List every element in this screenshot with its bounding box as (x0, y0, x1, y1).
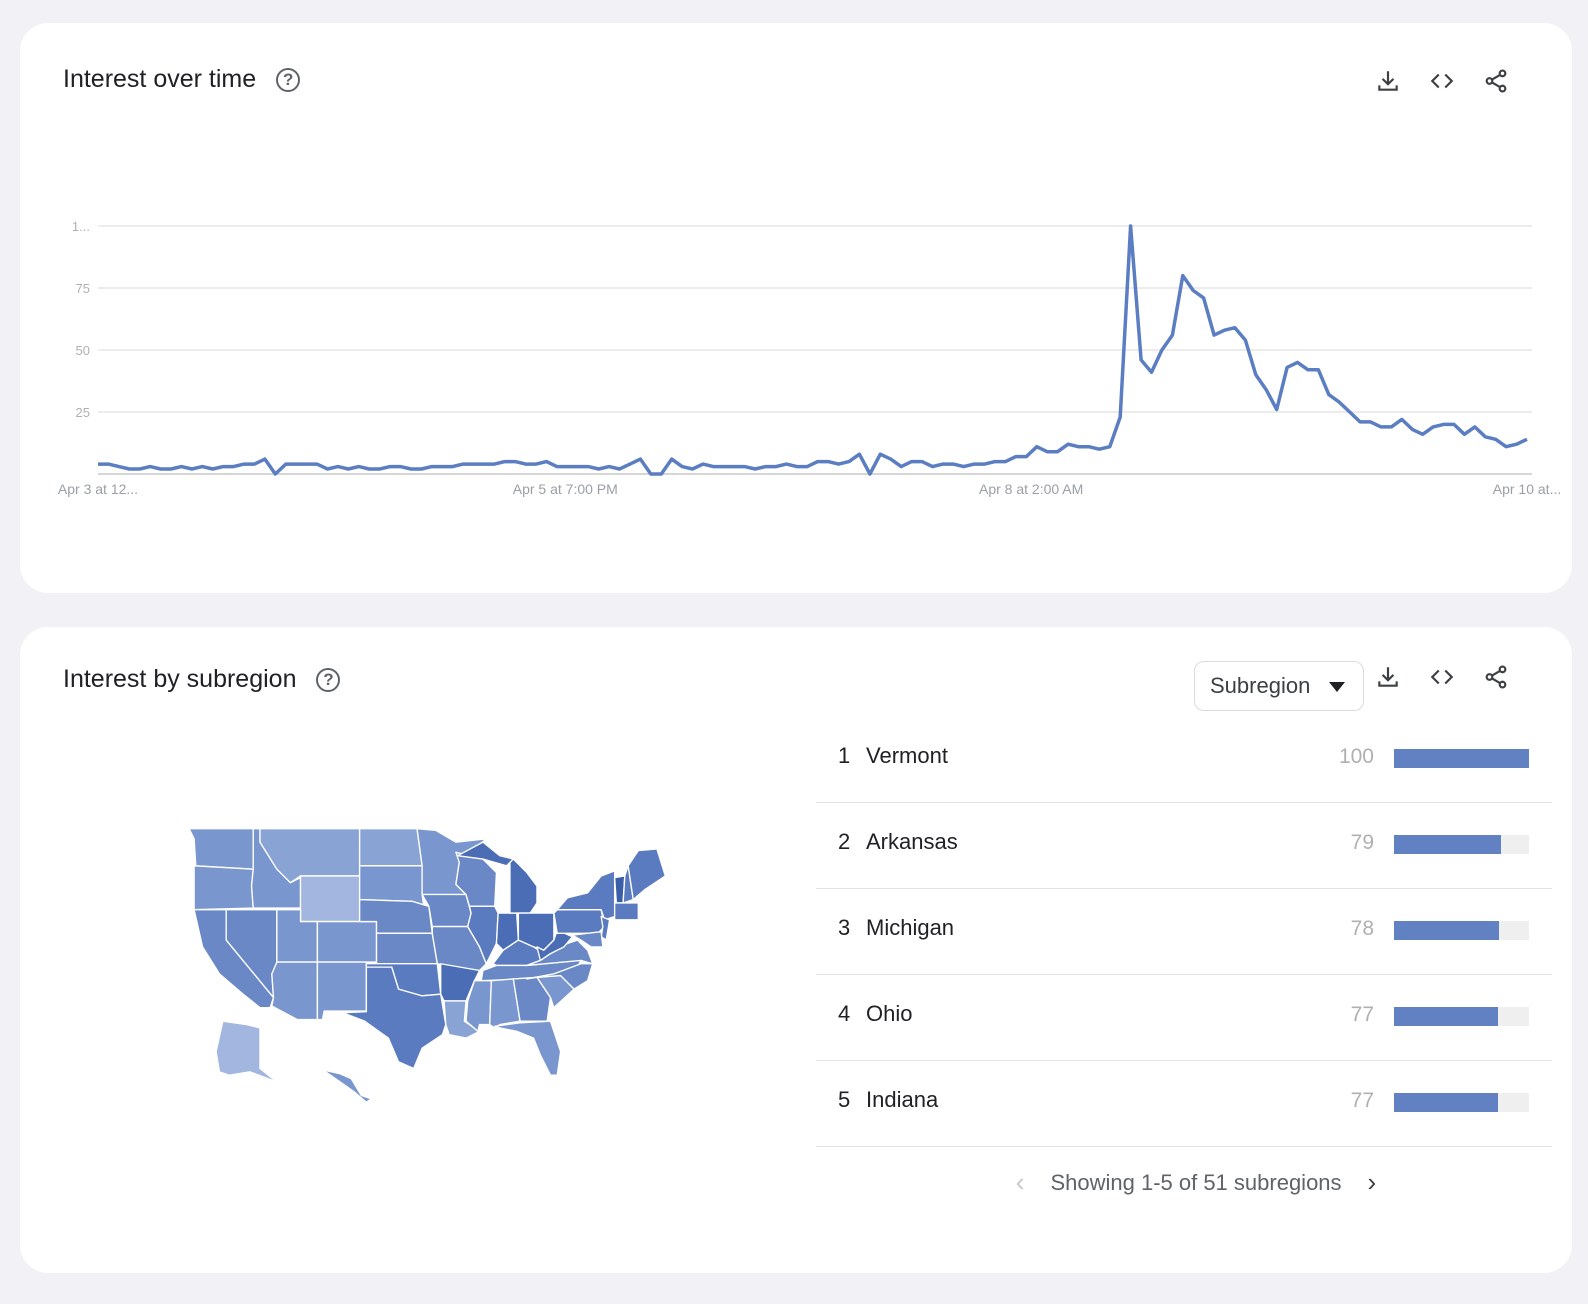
state-washington[interactable] (188, 827, 254, 870)
card-title: Interest over time (63, 65, 257, 93)
state-west-virginia[interactable] (536, 929, 574, 962)
interest-by-subregion-card: Interest by subregion ? Subregion (20, 627, 1572, 1273)
share-icon[interactable] (1482, 663, 1510, 691)
state-michigan-upper[interactable] (456, 841, 514, 867)
interest-bar (1394, 749, 1529, 768)
state-louisiana[interactable] (443, 1000, 481, 1039)
subregion-ranking-list: 1 Vermont 100 2 Arkansas 79 3 Michigan 78 4 Ohi… (816, 717, 1552, 1147)
state-alaska[interactable] (215, 1020, 278, 1083)
x-tick-label: Apr 10 at... (1493, 481, 1561, 497)
state-kansas[interactable] (375, 932, 438, 965)
us-choropleth-map[interactable] (162, 805, 689, 1109)
state-new-jersey[interactable] (600, 915, 611, 941)
chevron-left-icon[interactable]: ‹ (1015, 1167, 1025, 1197)
interest-value: 100 (1338, 745, 1374, 768)
subregion-dropdown[interactable]: Subregion (1194, 661, 1364, 711)
state-maryland-delaware[interactable] (571, 930, 604, 948)
list-item[interactable]: 2 Arkansas 79 (816, 803, 1552, 889)
state-arizona[interactable] (271, 961, 319, 1021)
interest-over-time-header: Interest over time ? (63, 65, 301, 94)
list-item[interactable]: 5 Indiana 77 (816, 1061, 1552, 1147)
list-item[interactable]: 3 Michigan 78 (816, 889, 1552, 975)
card-actions (1374, 663, 1510, 691)
rank: 3 (838, 915, 851, 940)
list-item[interactable]: 1 Vermont 100 (816, 717, 1552, 803)
help-circle-icon[interactable]: ? (276, 67, 301, 92)
download-icon[interactable] (1374, 663, 1402, 691)
interest-bar-fill (1394, 749, 1529, 768)
subregion-name: Michigan (866, 915, 955, 940)
pagination: ‹ Showing 1-5 of 51 subregions › (976, 1167, 1416, 1198)
interest-bar (1394, 835, 1529, 854)
rank: 4 (838, 1001, 851, 1026)
y-tick-label: 75 (76, 281, 90, 296)
state-oregon[interactable] (193, 865, 254, 911)
x-tick-label: Apr 3 at 12... (58, 481, 138, 497)
interest-bar-fill (1394, 1007, 1498, 1026)
state-wyoming[interactable] (299, 875, 361, 923)
subregion-name: Ohio (866, 1001, 913, 1026)
interest-bar-fill (1394, 1093, 1498, 1112)
rank: 2 (838, 829, 851, 854)
interest-bar-fill (1394, 921, 1500, 940)
state-north-dakota[interactable] (358, 827, 423, 867)
chevron-right-icon[interactable]: › (1367, 1167, 1377, 1197)
interest-bar-fill (1394, 835, 1501, 854)
state-texas[interactable] (342, 966, 447, 1070)
share-icon[interactable] (1482, 67, 1510, 95)
x-tick-label: Apr 5 at 7:00 PM (513, 481, 618, 497)
interest-value: 77 (1350, 1003, 1374, 1026)
download-icon[interactable] (1374, 67, 1402, 95)
interest-series-line (98, 224, 1528, 476)
interest-value: 79 (1350, 831, 1374, 854)
rank: 1 (838, 743, 851, 768)
card-title: Interest by subregion (63, 665, 297, 693)
embed-code-icon[interactable] (1428, 67, 1456, 95)
help-circle-icon[interactable]: ? (316, 667, 341, 692)
dropdown-selected: Subregion (1210, 673, 1311, 698)
subregion-name: Arkansas (866, 829, 958, 854)
state-north-carolina[interactable] (526, 963, 594, 990)
embed-code-icon[interactable] (1428, 663, 1456, 691)
y-tick-label: 1... (72, 219, 90, 234)
state-southern-new-england[interactable] (613, 902, 639, 921)
caret-down-icon (1329, 682, 1345, 692)
interest-bar (1394, 921, 1529, 940)
x-tick-label: Apr 8 at 2:00 AM (979, 481, 1083, 497)
interest-value: 78 (1350, 917, 1374, 940)
state-new-york[interactable] (556, 870, 616, 921)
state-hawaii[interactable] (320, 1067, 373, 1103)
y-tick-label: 50 (76, 343, 90, 358)
card-actions (1374, 67, 1510, 95)
state-pennsylvania[interactable] (553, 909, 606, 935)
pagination-text: Showing 1-5 of 51 subregions (1050, 1169, 1342, 1195)
state-michigan[interactable] (509, 854, 538, 914)
interest-bar (1394, 1007, 1529, 1026)
state-illinois[interactable] (467, 905, 499, 965)
interest-bar (1394, 1093, 1529, 1112)
subregion-name: Indiana (866, 1087, 939, 1112)
rank: 5 (838, 1087, 851, 1112)
state-colorado[interactable] (316, 920, 378, 963)
state-new-mexico[interactable] (316, 961, 368, 1021)
interest-over-time-card: Interest over time ? 1... 75 50 25 Apr 3 at … (20, 23, 1572, 593)
subregion-name: Vermont (866, 743, 948, 768)
state-florida[interactable] (494, 1020, 562, 1076)
interest-value: 77 (1350, 1089, 1374, 1112)
interest-line-chart[interactable]: 1... 75 50 25 Apr 3 at 12... Apr 5 at 7:00 PM… (20, 23, 1572, 593)
state-maine[interactable] (627, 848, 666, 901)
y-tick-label: 25 (76, 405, 90, 420)
list-item[interactable]: 4 Ohio 77 (816, 975, 1552, 1061)
interest-by-subregion-header: Interest by subregion ? (63, 665, 341, 694)
